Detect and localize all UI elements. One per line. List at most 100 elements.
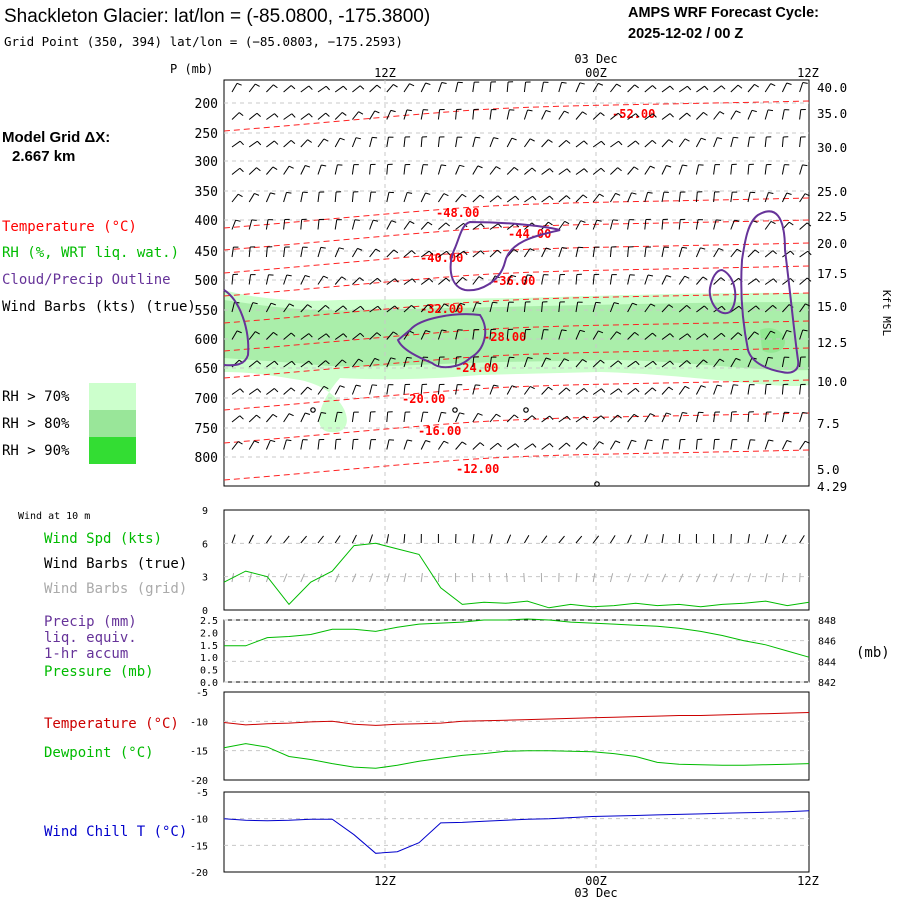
wind-barb (541, 81, 549, 93)
wind-barb (334, 359, 347, 368)
wind-barb (764, 278, 778, 285)
wind-barb (300, 165, 311, 175)
wind-barb (627, 332, 639, 340)
rh80-area (224, 300, 809, 371)
wind-barb (523, 274, 533, 285)
surface-barb-true (523, 534, 530, 544)
legend-sfc-temperature: Temperature (°C) (44, 716, 179, 732)
isotherm-line (223, 197, 810, 229)
temp-tick-label: -15 (190, 747, 208, 758)
wind-barb (644, 165, 656, 175)
wind-barb (283, 387, 296, 395)
wind-barb (592, 273, 600, 285)
wind-barb (575, 358, 587, 368)
wind-barb (678, 438, 686, 450)
wind-tick-label: 6 (202, 539, 208, 550)
wind-barb (592, 359, 605, 368)
wind-barb (661, 191, 669, 203)
wind-barb (334, 385, 345, 395)
wind-barb (627, 387, 640, 395)
precip-frame (223, 619, 810, 683)
surface-barb-true (489, 534, 493, 544)
wind-barb (558, 81, 567, 93)
wind-barb (575, 168, 588, 175)
wind-barb (678, 360, 691, 368)
isotherm-label: -24.00 (455, 361, 498, 375)
wind-barb (403, 220, 415, 230)
wind-barb (781, 411, 790, 423)
swatch-rh90 (89, 437, 136, 464)
wind-barb (352, 358, 364, 368)
wind-barb (627, 84, 639, 93)
chill-tick-label: -10 (190, 815, 208, 826)
wind-barb (541, 139, 553, 148)
wind-barb (575, 273, 582, 285)
wind-barb (644, 246, 652, 258)
wind-barb (300, 304, 312, 313)
wind-barb (351, 219, 360, 230)
pressure-tick-label: 400 (195, 214, 218, 229)
wind-barb (523, 81, 531, 93)
wind-barb (764, 192, 774, 203)
wind-barb (300, 85, 313, 93)
kft-tick-label: 22.5 (817, 209, 847, 224)
wind-barb (266, 84, 278, 93)
wind-barb (730, 439, 738, 450)
wind-barb (231, 112, 244, 120)
temp-tick-label: -20 (190, 776, 208, 787)
wind-barb (696, 333, 709, 340)
wind-barb (695, 438, 703, 450)
wind-barb (352, 111, 364, 120)
surface-barb-grid (248, 573, 252, 583)
wind-barb (283, 113, 296, 120)
wind-barb (764, 304, 777, 313)
wind-barb (403, 383, 411, 395)
wind-barb (747, 83, 759, 93)
pressure-tick-label: 600 (195, 333, 218, 348)
legend-accum: 1-hr accum (44, 646, 128, 662)
wind-barb (730, 136, 739, 148)
wind-barb (764, 383, 772, 395)
wind-barb (317, 385, 329, 395)
wind-barb (386, 411, 393, 423)
wind-barb (592, 441, 604, 450)
wind-barb (231, 388, 244, 395)
wind-barb (489, 81, 496, 93)
wind-barb (713, 219, 722, 230)
temp-frame (223, 691, 810, 781)
wind-barb (506, 443, 520, 450)
wind-barb (248, 388, 262, 395)
wind-barb (558, 195, 571, 203)
wind-barb (437, 303, 449, 313)
wind-barb (317, 191, 325, 203)
legend-rh70: RH > 70% (2, 389, 70, 405)
pressure-tick-label: 750 (195, 422, 218, 437)
wind-barb (265, 439, 276, 450)
wind-barb (369, 305, 382, 313)
wind-barb (265, 302, 276, 313)
pressure-tick-label: 550 (195, 304, 218, 319)
wind-barb (351, 411, 359, 423)
wind-barb (678, 112, 691, 120)
wind-barb (627, 360, 640, 368)
wind-barb (610, 331, 622, 340)
wind-barb (352, 85, 365, 93)
wind-barb (386, 278, 399, 285)
wind-barb (420, 411, 429, 423)
wind-barb (799, 411, 808, 423)
upper-frame (223, 79, 810, 487)
wind-barb (730, 110, 741, 120)
wind-barb (489, 442, 502, 450)
wind-barb (781, 329, 792, 340)
chill-tick-label: -15 (190, 841, 208, 852)
wind-barb (506, 301, 514, 313)
wind-barb (524, 443, 537, 450)
wind-barb (678, 385, 690, 395)
wind-barb (369, 248, 381, 258)
wind-barb (764, 83, 776, 93)
wind-barb (248, 246, 256, 258)
wind-barb (627, 302, 638, 313)
wind-barb (248, 219, 257, 230)
wind-barb (437, 136, 445, 148)
legend-barbs-true: Wind Barbs (true) (44, 556, 187, 572)
